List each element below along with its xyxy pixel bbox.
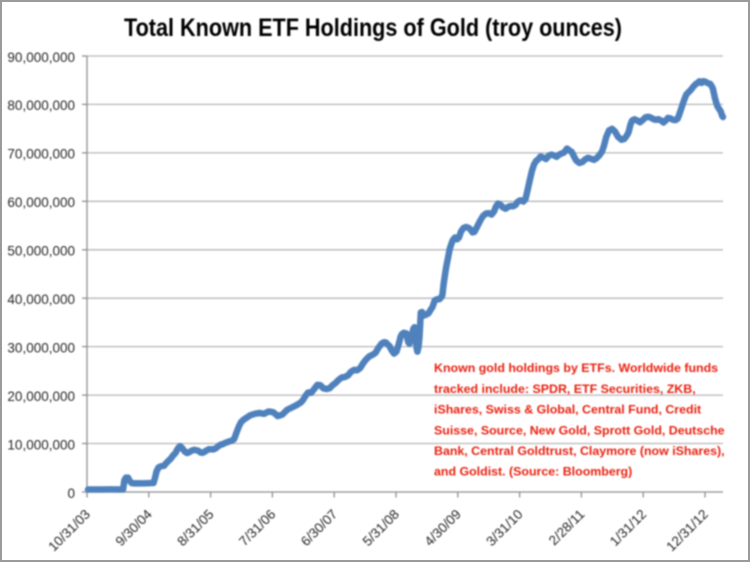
svg-text:20,000,000: 20,000,000 <box>7 389 75 404</box>
svg-text:Total Known ETF Holdings of Go: Total Known ETF Holdings of Gold (troy o… <box>124 14 622 42</box>
svg-text:0: 0 <box>67 486 75 501</box>
svg-text:Bank, Central Goldtrust, Claym: Bank, Central Goldtrust, Claymore (now i… <box>434 444 725 458</box>
svg-text:70,000,000: 70,000,000 <box>7 147 75 162</box>
svg-text:tracked include: SPDR, ETF Sec: tracked include: SPDR, ETF Securities, Z… <box>434 382 696 396</box>
svg-text:and Goldist. (Source: Bloomber: and Goldist. (Source: Bloomberg) <box>434 465 632 479</box>
svg-text:40,000,000: 40,000,000 <box>7 292 75 307</box>
svg-text:iShares, Swiss & Global, Centr: iShares, Swiss & Global, Central Fund, C… <box>434 403 701 417</box>
svg-text:Suisse, Source, New Gold, Spro: Suisse, Source, New Gold, Sprott Gold, D… <box>434 423 725 437</box>
svg-text:Known gold holdings by ETFs. W: Known gold holdings by ETFs. Worldwide f… <box>434 361 718 375</box>
svg-text:90,000,000: 90,000,000 <box>7 50 75 65</box>
svg-text:60,000,000: 60,000,000 <box>7 195 75 210</box>
svg-text:30,000,000: 30,000,000 <box>7 340 75 355</box>
svg-text:50,000,000: 50,000,000 <box>7 244 75 259</box>
svg-text:80,000,000: 80,000,000 <box>7 98 75 113</box>
svg-text:10,000,000: 10,000,000 <box>7 437 75 452</box>
